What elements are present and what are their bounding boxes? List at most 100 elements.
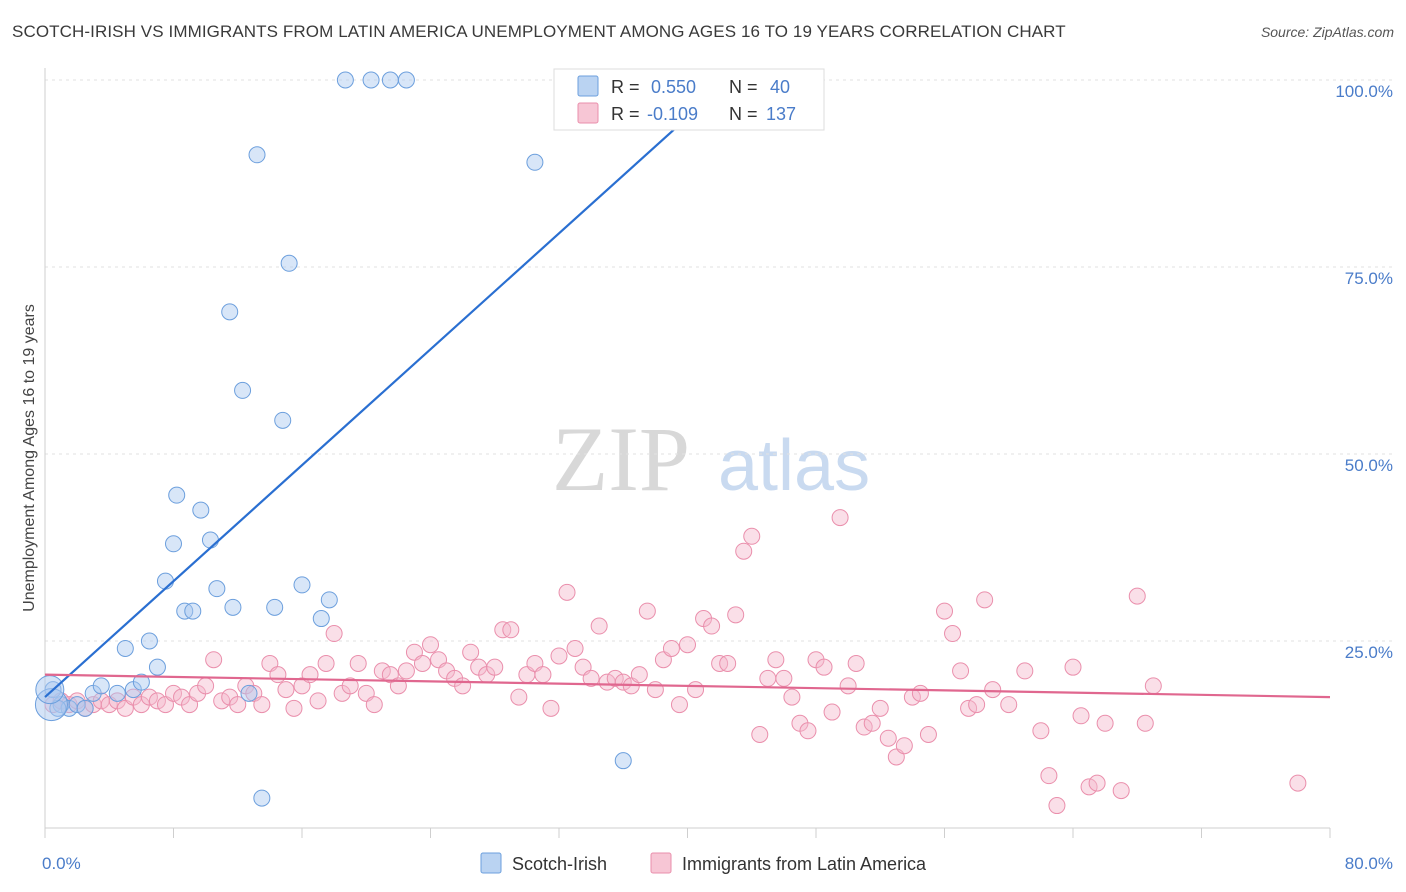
point-latin-america-62 [542,699,560,717]
point-latin-america-34 [317,654,335,672]
point-latin-america-115 [976,591,994,609]
point-latin-america-40 [365,696,383,714]
point-latin-america-108 [911,684,929,702]
point-latin-america-89 [759,669,777,687]
y-tick-label-0: 25.0% [1345,643,1393,662]
point-latin-america-19 [197,677,215,695]
x-tick-label-0: 0.0% [42,854,81,873]
point-latin-america-112 [952,662,970,680]
point-latin-america-119 [1032,722,1050,740]
point-scotch-irish-24 [240,684,258,702]
point-latin-america-64 [558,583,576,601]
point-latin-america-57 [502,621,520,639]
point-latin-america-21 [213,692,231,710]
point-latin-america-61 [534,666,552,684]
legend-box [553,68,825,131]
point-latin-america-67 [582,669,600,687]
point-latin-america-120 [1040,767,1058,785]
point-latin-america-92 [783,688,801,706]
correlation-legend: R = 0.550 N = 40 R = -0.109 N = 137 [553,68,825,131]
point-latin-america-126 [1096,714,1114,732]
watermark-atlas: atlas [718,426,870,506]
point-latin-america-96 [815,658,833,676]
legend-r-value-2: -0.109 [647,104,698,124]
point-scotch-irish-29 [280,254,298,272]
legend-r-label-2: R = [611,104,640,124]
point-latin-america-110 [936,602,953,620]
point-latin-america-124 [1080,778,1098,796]
point-latin-america-123 [1072,707,1090,725]
point-latin-america-70 [606,669,624,687]
point-latin-america-71 [614,673,632,691]
point-latin-america-15 [165,684,182,702]
point-scotch-irish-26 [253,789,271,807]
point-latin-america-46 [413,654,431,672]
point-latin-america-104 [879,729,897,747]
point-latin-america-86 [735,542,753,560]
legend-r-label-1: R = [611,77,640,97]
point-latin-america-26 [253,696,271,714]
legend-swatch-blue [577,75,599,97]
point-scotch-irish-23 [234,381,252,399]
point-latin-america-65 [566,639,584,657]
point-latin-america-122 [1064,658,1082,676]
point-latin-america-129 [1136,714,1154,732]
point-latin-america-37 [341,677,359,695]
series-legend-swatch-latin-america [650,852,672,874]
point-latin-america-128 [1128,587,1146,605]
point-latin-america-117 [1000,696,1018,714]
point-latin-america-73 [630,666,648,684]
point-latin-america-100 [847,654,865,672]
point-latin-america-84 [719,654,737,672]
point-scotch-irish-4 [76,699,94,717]
point-latin-america-109 [919,726,937,743]
point-latin-america-111 [944,625,962,643]
point-scotch-irish-36 [397,71,415,89]
point-scotch-irish-25 [248,146,266,164]
point-latin-america-38 [349,654,367,672]
series-legend-swatch-scotch-irish [480,852,502,874]
point-scotch-irish-30 [293,576,311,594]
point-latin-america-12 [140,688,158,706]
point-latin-america-116 [984,681,1002,699]
tick-labels: 25.0% 50.0% 75.0% 100.0% 0.0% 80.0% [42,82,1393,873]
point-latin-america-114 [968,696,986,714]
point-latin-america-97 [823,703,841,721]
point-scotch-irish-32 [320,591,338,609]
point-scotch-irish-15 [168,486,186,504]
point-scotch-irish-19 [201,531,219,549]
point-latin-america-85 [727,606,745,624]
grid-lines [45,79,1392,642]
point-latin-america-103 [871,699,889,717]
point-scotch-irish-13 [156,572,174,590]
legend-n-value-2: 137 [766,104,796,124]
point-latin-america-51 [454,677,472,695]
point-latin-america-29 [277,681,295,699]
series-legend-label-scotch-irish: Scotch-Irish [512,854,607,874]
point-latin-america-63 [550,647,568,665]
point-latin-america-131 [1289,774,1307,792]
point-latin-america-118 [1016,662,1034,680]
point-scotch-irish-20 [208,580,226,598]
point-scotch-irish-8 [116,639,134,657]
point-latin-america-82 [703,617,721,635]
point-latin-america-20 [205,651,223,669]
point-scotch-irish-3 [68,696,86,714]
point-latin-america-80 [687,681,705,699]
point-latin-america-121 [1048,797,1066,815]
point-latin-america-79 [679,636,696,654]
point-scotch-irish-28 [274,411,292,429]
watermark-zip: ZIP [552,408,690,510]
point-scotch-irish-38 [614,752,632,770]
point-scotch-irish-18 [192,501,210,519]
point-scotch-irish-6 [92,677,110,695]
point-scotch-irish-22 [224,598,242,616]
point-scotch-irish-27 [266,598,284,616]
point-scotch-irish-12 [148,658,166,676]
point-latin-america-23 [229,696,247,714]
point-scotch-irish-17 [184,602,202,620]
point-scotch-irish-11 [140,632,158,650]
point-latin-america-74 [638,602,656,620]
point-latin-america-91 [775,669,793,687]
